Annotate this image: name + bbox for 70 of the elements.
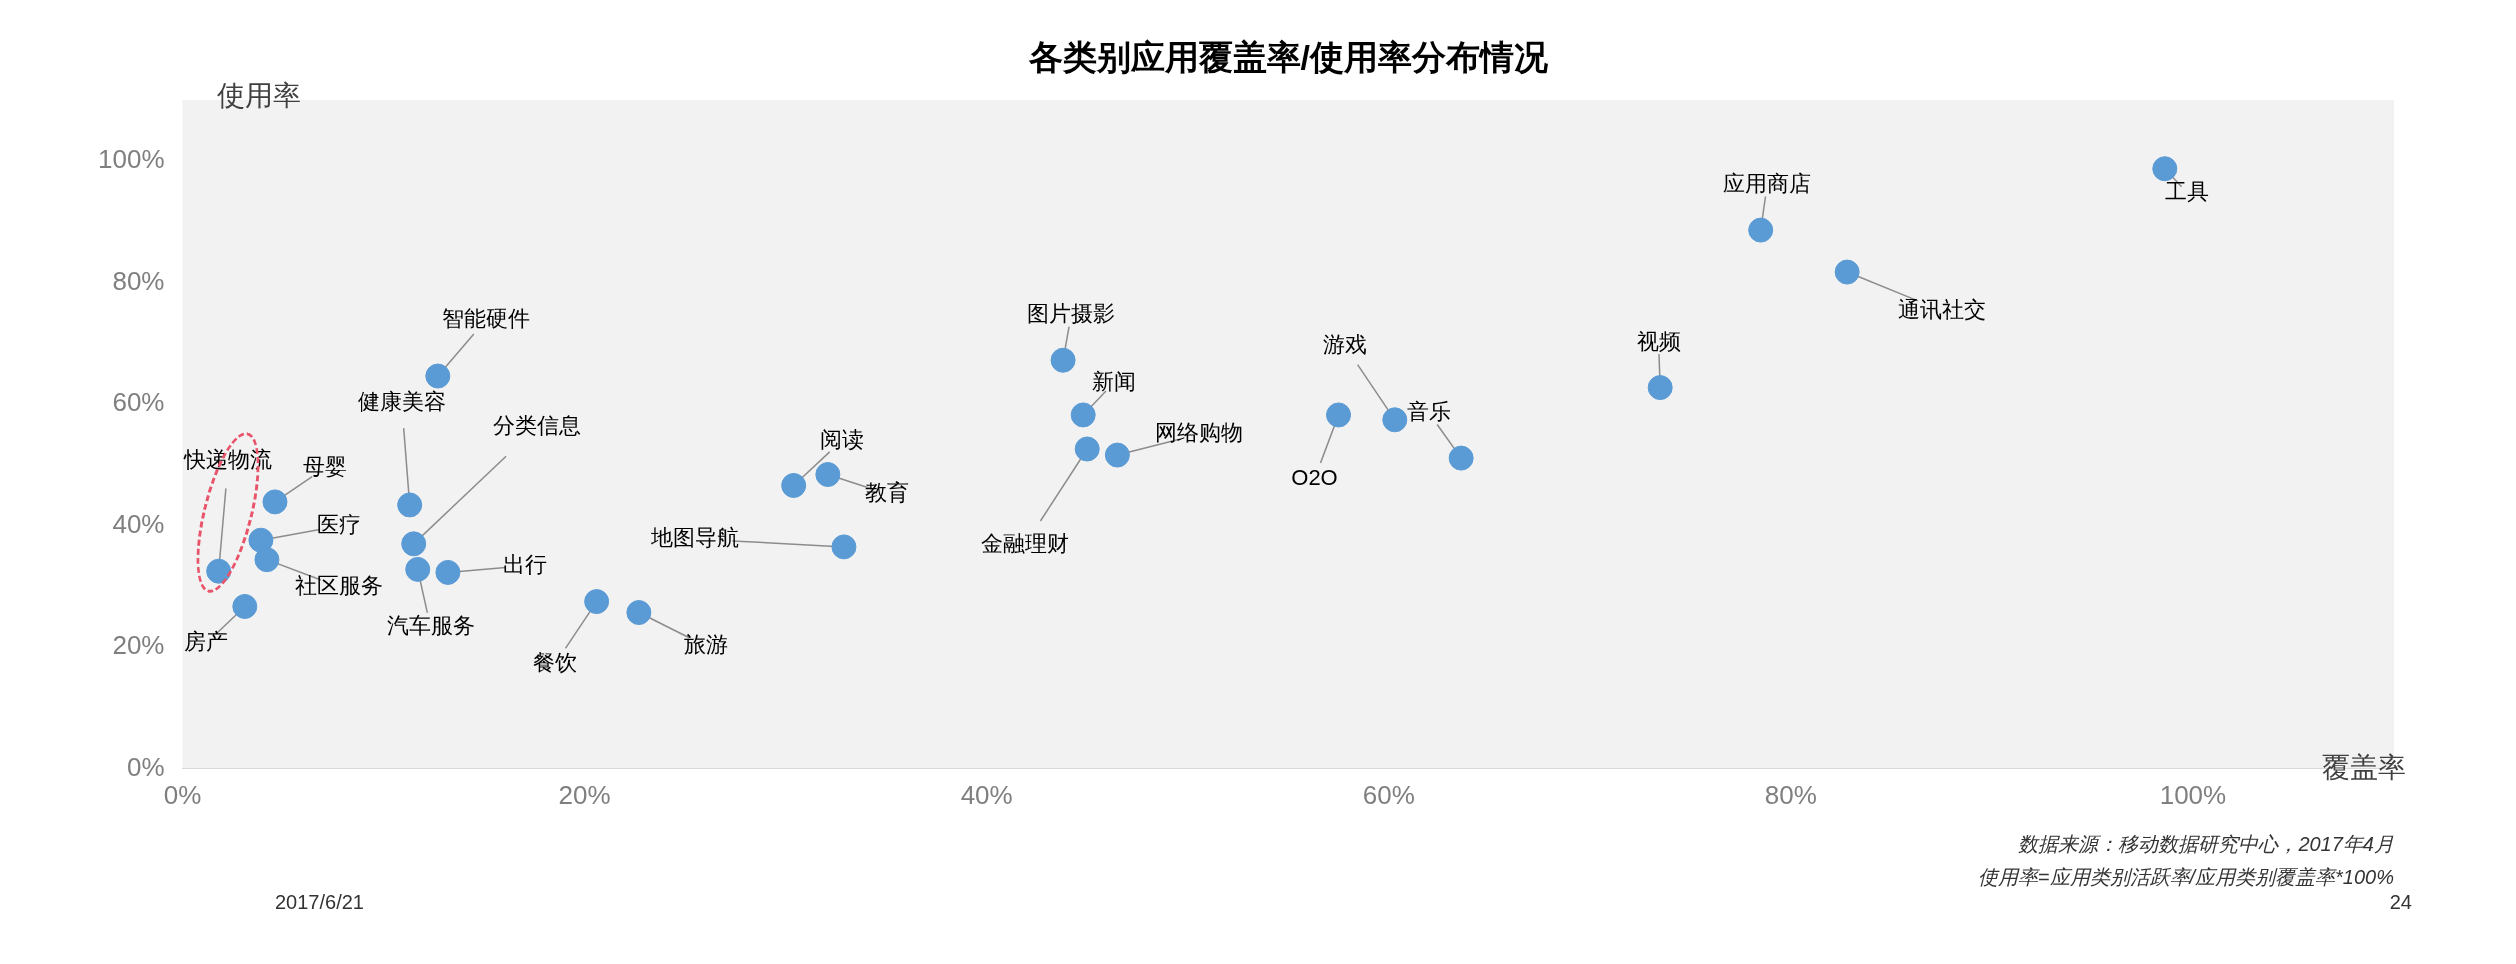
point [584, 589, 610, 615]
point [401, 531, 427, 557]
y-tick-label: 100% [98, 143, 165, 174]
annotation: 健康美容 [357, 388, 446, 414]
annotation: 应用商店 [1723, 171, 1812, 197]
point [232, 593, 258, 619]
annotation: 教育 [865, 479, 910, 505]
annotation: 分类信息 [492, 413, 581, 439]
x-tick-label: 60% [1362, 779, 1415, 810]
annotation: 金融理财 [980, 531, 1069, 557]
source-note: 数据来源：移动数据研究中心，2017年4月 [2018, 832, 2394, 855]
y-tick-label: 0% [126, 751, 165, 782]
annotation: 社区服务 [294, 572, 383, 598]
x-axis-title: 覆盖率 [2322, 751, 2406, 783]
y-axis-title: 使用率 [217, 79, 302, 111]
point [1748, 217, 1774, 243]
point [248, 527, 274, 553]
y-tick-label: 40% [112, 508, 165, 539]
text: 使用率=应用类别活跃率/应用类别覆盖率*100% [1977, 865, 2394, 888]
annotation: 新闻 [1091, 369, 1136, 395]
point [397, 492, 423, 518]
annotation: 医疗 [317, 511, 362, 537]
chart-title: 各类别应用覆盖率/使用率分布情况 [1027, 38, 1549, 77]
x-tick-label: 80% [1764, 779, 1817, 810]
point [815, 462, 841, 488]
annotation: 出行 [502, 552, 547, 578]
text: 24 [2389, 890, 2412, 913]
point [435, 559, 461, 585]
annotation: 餐饮 [533, 650, 578, 676]
annotation: 汽车服务 [386, 613, 475, 639]
point [425, 363, 451, 389]
y-tick-label: 80% [112, 265, 165, 296]
annotation: 网络购物 [1154, 420, 1243, 446]
point [405, 556, 431, 582]
annotation: 地图导航 [650, 524, 740, 550]
x-tick-label: 0% [163, 779, 202, 810]
point [1382, 407, 1408, 433]
point [2152, 156, 2178, 182]
point [1834, 259, 1860, 285]
annotation: 视频 [1636, 328, 1681, 354]
text: 2017/6/21 [275, 890, 364, 913]
x-tick-label: 40% [960, 779, 1013, 810]
point [1050, 347, 1076, 373]
point [1647, 375, 1673, 401]
y-tick-label: 20% [112, 630, 165, 661]
point [206, 558, 232, 584]
point [626, 600, 652, 626]
x-tick-label: 20% [558, 779, 611, 810]
point [254, 547, 280, 573]
point [262, 489, 288, 515]
x-tick-label: 100% [2159, 779, 2227, 810]
annotation: 母婴 [302, 454, 347, 480]
annotation: 游戏 [1323, 332, 1368, 358]
annotation: 旅游 [684, 632, 729, 658]
annotation: 智能硬件 [441, 306, 530, 332]
point [1326, 402, 1352, 428]
annotation: 阅读 [819, 426, 864, 452]
annotation: 音乐 [1407, 399, 1452, 425]
point [1070, 402, 1096, 428]
y-tick-label: 60% [112, 387, 165, 418]
point [781, 472, 807, 498]
point [1104, 442, 1130, 468]
point [1448, 445, 1474, 471]
point [1074, 436, 1100, 462]
annotation: 通讯社交 [1897, 296, 1986, 322]
annotation: O2O [1291, 465, 1338, 491]
annotation: 房产 [184, 629, 229, 655]
annotation: 工具 [2165, 178, 2210, 204]
point [831, 534, 857, 560]
annotation: 图片摄影 [1027, 301, 1116, 327]
